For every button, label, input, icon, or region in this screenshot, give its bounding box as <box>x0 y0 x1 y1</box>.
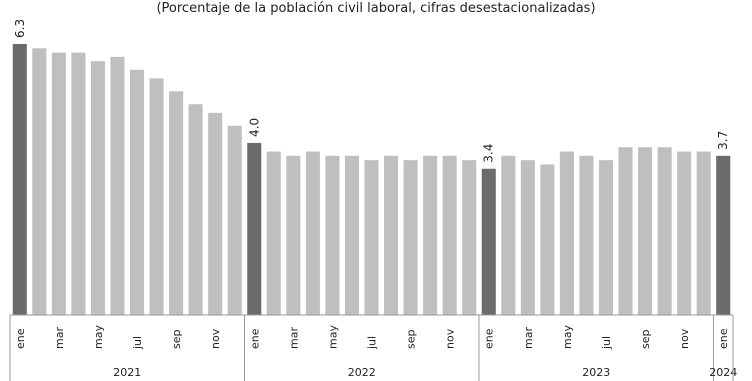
year-label-2021: 2021 <box>113 366 141 379</box>
x-tick-label-2: mar <box>53 327 66 349</box>
x-tick-label-26: mar <box>522 327 535 349</box>
bar-35 <box>696 151 711 315</box>
bar-1 <box>32 48 47 316</box>
bar-33 <box>657 147 672 315</box>
chart-subtitle: (Porcentaje de la población civil labora… <box>156 1 595 16</box>
bar-26 <box>520 160 535 315</box>
bar-32 <box>638 147 653 315</box>
x-tick-label-20: sep <box>405 330 418 349</box>
bar-8 <box>169 91 184 315</box>
bar-16 <box>325 155 340 315</box>
x-tick-label-32: sep <box>639 330 652 349</box>
bar-14 <box>286 155 301 315</box>
bar-6 <box>129 69 145 315</box>
bar-30 <box>598 160 614 315</box>
x-tick-label-36: ene <box>717 328 730 349</box>
x-tick-label-6: jul <box>131 336 144 350</box>
data-label-0: 6.3 <box>13 19 27 38</box>
data-label-24: 3.4 <box>482 144 496 163</box>
bar-2 <box>51 52 66 315</box>
bar-0 <box>12 44 27 315</box>
bar-10 <box>208 112 223 315</box>
x-tick-label-8: sep <box>170 330 183 349</box>
bar-3 <box>71 52 86 315</box>
bar-25 <box>501 155 516 315</box>
bar-5 <box>110 56 125 316</box>
x-tick-label-10: nov <box>209 328 222 349</box>
bar-13 <box>266 151 281 315</box>
x-tick-label-0: ene <box>14 328 27 349</box>
bar-28 <box>559 151 574 315</box>
bar-24 <box>481 168 496 315</box>
x-tick-label-18: jul <box>366 336 379 350</box>
year-label-2022: 2022 <box>348 366 376 379</box>
x-tick-label-16: may <box>326 325 339 349</box>
x-tick-label-30: jul <box>600 336 613 350</box>
bar-31 <box>618 147 633 315</box>
bar-21 <box>423 155 438 315</box>
bar-19 <box>384 155 399 315</box>
bar-15 <box>305 151 320 315</box>
bar-7 <box>149 78 164 315</box>
year-label-2024: 2024 <box>709 366 737 379</box>
bar-29 <box>579 155 594 315</box>
data-label-12: 4.0 <box>247 118 261 137</box>
bar-22 <box>442 155 457 315</box>
x-tick-label-4: may <box>92 325 105 349</box>
x-tick-label-28: may <box>561 325 574 349</box>
bar-11 <box>227 125 242 315</box>
x-tick-label-34: nov <box>678 328 691 349</box>
data-label-36: 3.7 <box>716 131 730 150</box>
x-axis: ene mar may jul sep nov ene mar may jul sep nov ene m… <box>9 314 737 381</box>
x-tick-label-14: mar <box>287 327 300 349</box>
year-label-2023: 2023 <box>582 366 610 379</box>
bar-9 <box>188 104 203 315</box>
bars-group <box>12 44 731 316</box>
x-tick-label-24: ene <box>483 328 496 349</box>
data-labels-group: 6.3 4.0 3.4 3.7 <box>13 19 730 163</box>
bar-18 <box>364 160 379 315</box>
bar-17 <box>344 155 359 315</box>
bar-4 <box>90 61 105 316</box>
bar-34 <box>677 151 692 315</box>
bar-36 <box>716 155 731 315</box>
x-tick-label-12: ene <box>248 328 261 349</box>
bar-27 <box>540 164 555 315</box>
x-tick-label-22: nov <box>444 328 457 349</box>
bar-20 <box>403 160 418 315</box>
bar-23 <box>462 160 477 315</box>
bar-12 <box>247 142 262 315</box>
